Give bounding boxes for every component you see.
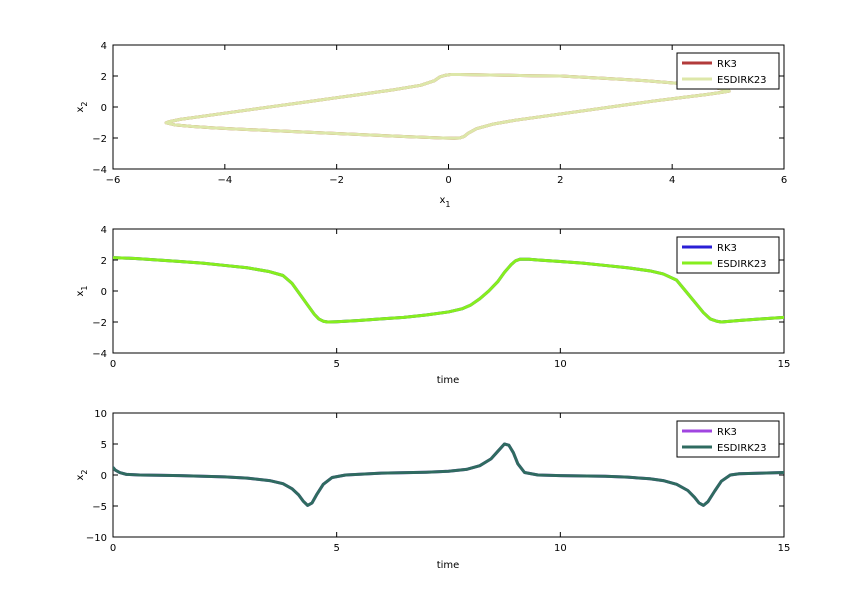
x-axis-label: time (437, 375, 460, 386)
plot-area (112, 228, 785, 354)
y-tick-label: 4 (101, 41, 107, 52)
y-tick-label: −5 (92, 502, 107, 513)
legend: RK3 ESDIRK23 (676, 52, 780, 90)
x-tick-label: 0 (445, 175, 451, 186)
x-tick-label: 15 (778, 543, 791, 554)
legend-label: RK3 (717, 427, 737, 438)
x-axis-label: x1 (439, 195, 450, 209)
x-tick-label: 15 (778, 359, 791, 370)
legend-label: RK3 (717, 59, 737, 70)
x-tick-label: 4 (669, 175, 675, 186)
series-line-esdirk23 (164, 72, 731, 140)
legend: RK3 ESDIRK23 (676, 236, 780, 274)
x-axis-label: time (437, 560, 460, 571)
series-line-esdirk23 (113, 442, 784, 507)
y-axis-label-subscript: 2 (80, 101, 89, 106)
x-tick-label: −4 (217, 175, 232, 186)
x-tick-label: 10 (554, 359, 567, 370)
x-axis-label-subscript: 1 (445, 200, 450, 209)
plot-area (112, 44, 785, 170)
series-line-esdirk23 (113, 256, 784, 324)
y-tick-label: 10 (94, 409, 107, 420)
legend-label: ESDIRK23 (717, 259, 767, 270)
x-tick-label: 5 (333, 543, 339, 554)
legend-label: RK3 (717, 243, 737, 254)
legend-box (676, 236, 780, 274)
y-tick-label: 2 (101, 256, 107, 267)
y-tick-label: −4 (92, 349, 107, 360)
y-axis-label: x2 (75, 101, 89, 112)
y-axis-label-subscript: 1 (80, 285, 89, 290)
legend-box (676, 52, 780, 90)
y-tick-label: 5 (101, 440, 107, 451)
y-axis-label-subscript: 2 (80, 469, 89, 474)
subplot-2: 0 5 10 15 −4 −2 0 2 4 time x1 RK3 ESDIRK23 (75, 225, 790, 386)
x-tick-label: 6 (781, 175, 787, 186)
subplot-3: 0 5 10 15 −10 −5 0 5 10 time x2 RK3 ESDIRK23 (75, 409, 790, 571)
x-tick-label: 5 (333, 359, 339, 370)
legend-box (676, 420, 780, 458)
y-tick-label: −2 (92, 134, 107, 145)
x-tick-label: 2 (557, 175, 563, 186)
x-tick-label: 10 (554, 543, 567, 554)
y-axis-label: x1 (75, 285, 89, 296)
y-tick-label: 0 (101, 287, 107, 298)
y-tick-label: 0 (101, 471, 107, 482)
y-tick-label: 2 (101, 72, 107, 83)
legend: RK3 ESDIRK23 (676, 420, 780, 458)
y-axis-label: x2 (75, 469, 89, 480)
x-tick-label: −6 (106, 175, 121, 186)
x-tick-label: 0 (110, 543, 116, 554)
y-tick-label: −2 (92, 318, 107, 329)
y-tick-label: −10 (86, 533, 107, 544)
plot-area (112, 412, 785, 538)
legend-label: ESDIRK23 (717, 75, 767, 86)
x-tick-label: 0 (110, 359, 116, 370)
y-tick-label: −4 (92, 165, 107, 176)
y-tick-label: 0 (101, 103, 107, 114)
legend-label: ESDIRK23 (717, 443, 767, 454)
x-tick-label: −2 (329, 175, 344, 186)
y-tick-label: 4 (101, 225, 107, 236)
